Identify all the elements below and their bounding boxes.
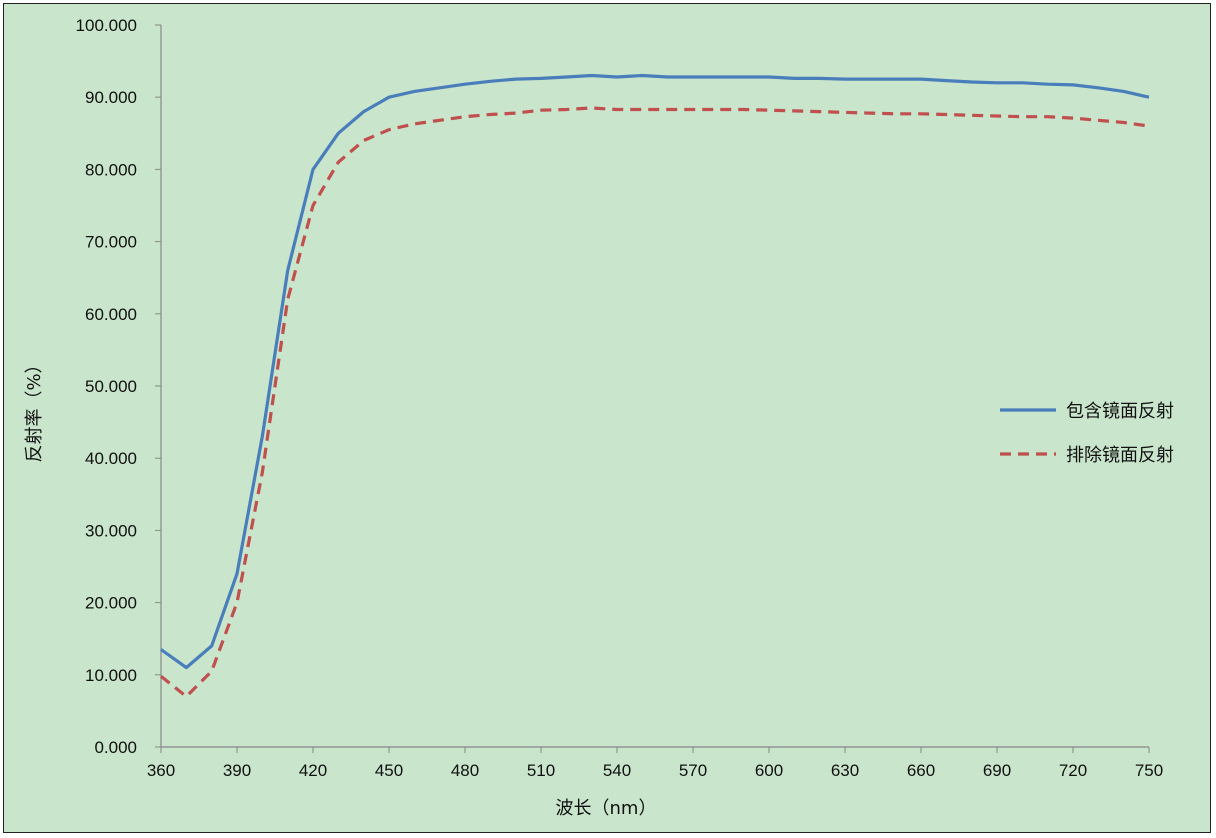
y-tick-label: 40.000: [85, 449, 137, 468]
x-tick-label: 420: [299, 761, 327, 780]
legend-label-1: 包含镜面反射: [1066, 401, 1174, 422]
x-tick-label: 630: [831, 761, 859, 780]
x-tick-label: 450: [375, 761, 403, 780]
x-tick-label: 690: [983, 761, 1011, 780]
x-tick-label: 510: [527, 761, 555, 780]
x-tick-label: 660: [907, 761, 935, 780]
series-line-2: [159, 106, 1150, 699]
x-tick-label: 480: [451, 761, 479, 780]
y-tick-label: 100.000: [76, 16, 137, 35]
line-chart: 0.000 10.000 20.000 30.000 40.000 50.000 60.00…: [24, 16, 1174, 819]
y-tick-label: 0.000: [94, 738, 137, 757]
x-tick-label: 540: [603, 761, 631, 780]
y-tick-label: 90.000: [85, 88, 137, 107]
y-tick-label: 80.000: [85, 160, 137, 179]
x-tick-label: 720: [1059, 761, 1087, 780]
x-tick-label: 750: [1135, 761, 1163, 780]
y-axis-title: 反射率（%）: [24, 355, 45, 462]
legend-label-2: 排除镜面反射: [1066, 445, 1174, 466]
series-line-1: [160, 73, 1150, 670]
y-tick-label: 20.000: [85, 594, 137, 613]
y-tick-label: 10.000: [85, 666, 137, 685]
y-tick-label: 70.000: [85, 233, 137, 252]
chart-area: 0.000 10.000 20.000 30.000 40.000 50.000 60.00…: [3, 3, 1211, 833]
x-tick-label: 570: [679, 761, 707, 780]
y-tick-label: 60.000: [85, 305, 137, 324]
x-axis-title: 波长（nm）: [556, 798, 657, 819]
y-tick-label: 30.000: [85, 521, 137, 540]
x-tick-label: 390: [223, 761, 251, 780]
x-tick-label: 600: [755, 761, 783, 780]
x-tick-label: 360: [147, 761, 175, 780]
y-tick-label: 50.000: [85, 377, 137, 396]
